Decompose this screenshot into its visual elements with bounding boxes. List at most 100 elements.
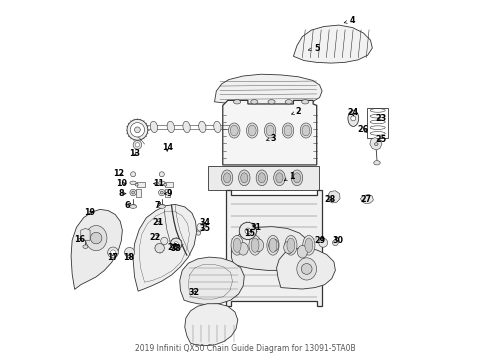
Ellipse shape bbox=[351, 116, 356, 121]
Polygon shape bbox=[231, 226, 310, 270]
Ellipse shape bbox=[155, 243, 164, 253]
Text: 9: 9 bbox=[164, 189, 171, 198]
Ellipse shape bbox=[269, 238, 277, 252]
Polygon shape bbox=[180, 257, 245, 305]
Text: 25: 25 bbox=[376, 135, 387, 144]
Ellipse shape bbox=[241, 173, 248, 183]
Ellipse shape bbox=[228, 123, 240, 138]
Ellipse shape bbox=[239, 170, 250, 186]
Ellipse shape bbox=[267, 235, 279, 255]
Ellipse shape bbox=[132, 191, 135, 194]
Text: 22: 22 bbox=[150, 233, 161, 242]
Ellipse shape bbox=[248, 125, 256, 136]
Ellipse shape bbox=[196, 231, 200, 235]
Text: 14: 14 bbox=[162, 143, 172, 152]
Ellipse shape bbox=[231, 235, 243, 255]
Text: 20: 20 bbox=[168, 243, 179, 252]
Text: 11: 11 bbox=[153, 179, 164, 188]
Ellipse shape bbox=[159, 181, 165, 185]
Bar bbox=[137, 182, 145, 187]
Polygon shape bbox=[226, 190, 322, 306]
Ellipse shape bbox=[282, 123, 294, 138]
Ellipse shape bbox=[130, 123, 145, 137]
Text: 19: 19 bbox=[85, 208, 96, 217]
Text: 30: 30 bbox=[333, 236, 344, 245]
Ellipse shape bbox=[135, 143, 140, 147]
Ellipse shape bbox=[238, 243, 248, 255]
Ellipse shape bbox=[183, 121, 190, 132]
Ellipse shape bbox=[130, 181, 136, 185]
Ellipse shape bbox=[171, 238, 182, 249]
Ellipse shape bbox=[164, 183, 167, 186]
Text: 24: 24 bbox=[348, 108, 359, 117]
Polygon shape bbox=[327, 191, 340, 203]
Ellipse shape bbox=[284, 241, 294, 254]
Text: 26: 26 bbox=[358, 125, 369, 134]
Ellipse shape bbox=[374, 143, 378, 145]
Text: 2019 Infiniti QX50 Chain Guide Diagram for 13091-5TA0B: 2019 Infiniti QX50 Chain Guide Diagram f… bbox=[135, 344, 355, 353]
Ellipse shape bbox=[223, 173, 231, 183]
Text: 33: 33 bbox=[171, 244, 182, 253]
Ellipse shape bbox=[268, 100, 275, 104]
Ellipse shape bbox=[174, 242, 178, 246]
Ellipse shape bbox=[197, 224, 203, 231]
Ellipse shape bbox=[297, 258, 317, 280]
Ellipse shape bbox=[266, 125, 274, 136]
Text: 27: 27 bbox=[361, 194, 372, 203]
Text: 3: 3 bbox=[267, 134, 276, 143]
Ellipse shape bbox=[150, 121, 158, 132]
Polygon shape bbox=[370, 138, 382, 150]
Ellipse shape bbox=[297, 246, 307, 258]
Ellipse shape bbox=[124, 247, 135, 257]
Ellipse shape bbox=[131, 172, 136, 177]
Ellipse shape bbox=[301, 264, 312, 274]
Text: 23: 23 bbox=[376, 114, 387, 123]
Ellipse shape bbox=[133, 140, 142, 149]
Ellipse shape bbox=[256, 170, 268, 186]
Ellipse shape bbox=[285, 235, 297, 255]
Ellipse shape bbox=[167, 121, 174, 132]
Ellipse shape bbox=[230, 125, 238, 136]
Text: 8: 8 bbox=[119, 189, 126, 198]
Ellipse shape bbox=[234, 100, 241, 104]
Bar bbox=[367, 108, 389, 138]
Ellipse shape bbox=[135, 127, 140, 133]
Text: 10: 10 bbox=[116, 179, 127, 188]
Polygon shape bbox=[133, 204, 196, 291]
Text: 5: 5 bbox=[308, 44, 319, 53]
Polygon shape bbox=[71, 210, 122, 289]
Ellipse shape bbox=[258, 173, 266, 183]
Polygon shape bbox=[208, 166, 319, 190]
Ellipse shape bbox=[348, 110, 359, 126]
Ellipse shape bbox=[91, 232, 102, 244]
Ellipse shape bbox=[159, 172, 164, 177]
Polygon shape bbox=[223, 100, 317, 165]
Text: 6: 6 bbox=[124, 201, 131, 210]
Ellipse shape bbox=[159, 189, 165, 196]
Polygon shape bbox=[136, 189, 141, 197]
Ellipse shape bbox=[249, 235, 261, 255]
Ellipse shape bbox=[161, 237, 168, 244]
Ellipse shape bbox=[269, 239, 279, 252]
Ellipse shape bbox=[239, 222, 256, 239]
Ellipse shape bbox=[302, 100, 309, 104]
Text: 1: 1 bbox=[284, 172, 294, 181]
Text: 12: 12 bbox=[113, 170, 124, 179]
Text: 15: 15 bbox=[244, 229, 255, 238]
Ellipse shape bbox=[251, 238, 259, 252]
Text: 34: 34 bbox=[199, 218, 210, 227]
Ellipse shape bbox=[198, 121, 206, 132]
Ellipse shape bbox=[300, 123, 312, 138]
Polygon shape bbox=[165, 189, 170, 197]
Ellipse shape bbox=[333, 240, 338, 246]
Text: 35: 35 bbox=[199, 224, 210, 233]
Text: 16: 16 bbox=[74, 235, 85, 244]
Polygon shape bbox=[185, 304, 238, 346]
Polygon shape bbox=[81, 228, 90, 240]
Text: 2: 2 bbox=[292, 107, 301, 116]
Text: 4: 4 bbox=[344, 16, 355, 25]
Ellipse shape bbox=[245, 228, 251, 234]
Ellipse shape bbox=[284, 125, 292, 136]
Ellipse shape bbox=[221, 170, 233, 186]
Ellipse shape bbox=[318, 238, 328, 247]
